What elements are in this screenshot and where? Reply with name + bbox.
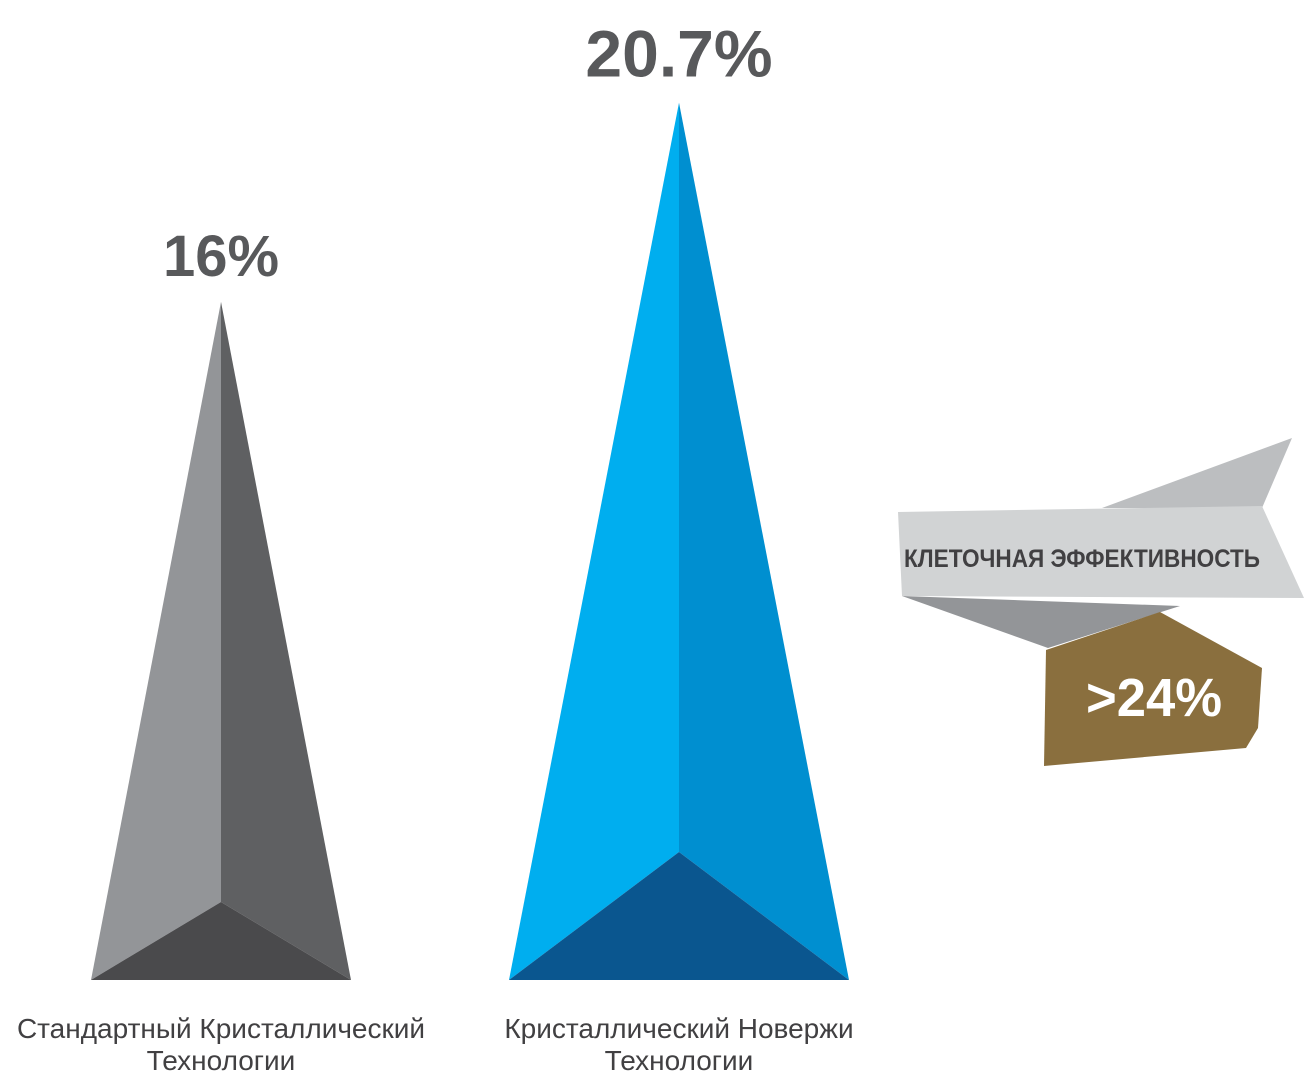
bar-2-value-label: 20.7%	[585, 17, 772, 91]
callout-label: КЛЕТОЧНАЯ ЭФФЕКТИВНОСТЬ	[904, 545, 1260, 573]
ribbon-front	[898, 506, 1304, 598]
bar-1-category-label-line1: Стандартный Кристаллический	[17, 1013, 425, 1044]
bar-2-left-face	[509, 102, 679, 980]
efficiency-callout: КЛЕТОЧНАЯ ЭФФЕКТИВНОСТЬ >24%	[898, 438, 1304, 766]
callout-badge	[1044, 612, 1262, 766]
bar-1-left-face	[91, 301, 221, 980]
bar-2-base-face	[509, 852, 849, 980]
bars-layer	[91, 102, 849, 980]
bar-2-right-face	[679, 102, 849, 980]
callout-value: >24%	[1086, 668, 1222, 728]
ribbon-back-tail	[1102, 438, 1292, 508]
bar-1-base-face	[91, 902, 351, 980]
bar-2-category-label-line1: Кристаллический Новержи	[504, 1013, 853, 1044]
bar-2-category-label-line2: Технологии	[605, 1045, 754, 1075]
ribbon-fold-bottom	[902, 596, 1180, 648]
bar-1	[91, 301, 351, 980]
bar-1-right-face	[221, 301, 351, 980]
labels-layer: 16%Стандартный КристаллическийТехнологии…	[17, 17, 854, 1075]
bar-1-category-label-line2: Технологии	[147, 1045, 296, 1075]
bar-2	[509, 102, 849, 980]
bar-1-value-label: 16%	[163, 224, 279, 289]
